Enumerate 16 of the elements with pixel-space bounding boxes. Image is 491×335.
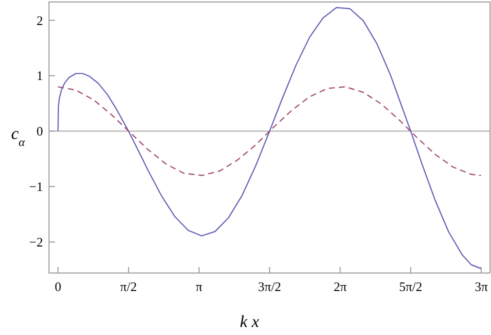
x-tick-label: 2π [334, 279, 348, 294]
y-tick-label: 1 [36, 68, 43, 84]
y-axis-title: c$_{α}$ [11, 124, 26, 150]
x-tick-label: 0 [54, 279, 62, 294]
line-series [57, 86, 482, 176]
x-tick-label: 3π/2 [258, 279, 282, 294]
x-tick-label: π/2 [120, 279, 137, 294]
y-tick-label: −2 [29, 234, 43, 250]
y-tick-label: 0 [36, 124, 43, 139]
line-series [57, 6, 482, 270]
x-axis-title: k x [240, 312, 260, 331]
y-tick-label: 2 [36, 12, 43, 28]
x-tick-label: π [196, 279, 203, 294]
x-tick-label: 5π/2 [399, 279, 422, 294]
y-tick-label: −1 [29, 179, 43, 194]
x-tick-label: 3π [474, 279, 488, 294]
